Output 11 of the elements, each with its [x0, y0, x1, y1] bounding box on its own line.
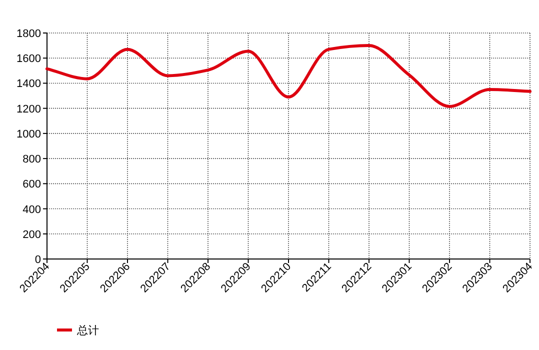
y-tick-label: 1000: [16, 128, 41, 140]
y-tick-label: 600: [22, 178, 41, 191]
y-tick-label: 1400: [16, 78, 41, 90]
y-tick-label: 800: [22, 154, 41, 166]
legend-label: 总计: [76, 324, 99, 337]
y-tick-label: 1200: [16, 103, 41, 116]
y-tick-label: 0: [34, 254, 41, 266]
y-tick-label: 400: [22, 204, 41, 216]
y-tick-label: 1600: [16, 53, 41, 66]
y-tick-label: 200: [22, 228, 41, 241]
y-tick-label: 1800: [16, 28, 41, 40]
